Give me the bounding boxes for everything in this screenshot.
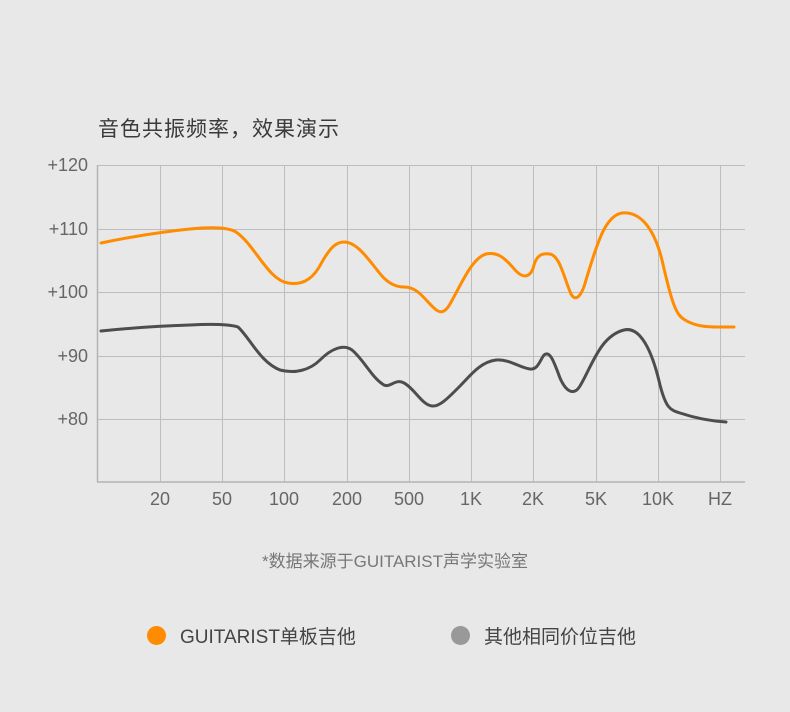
x-tick-label: 10K bbox=[641, 489, 675, 509]
y-tick-label: +110 bbox=[48, 219, 88, 239]
y-tick-label: +80 bbox=[57, 409, 88, 429]
x-tick-label: 20 bbox=[149, 489, 171, 509]
x-tick-label: HZ bbox=[708, 489, 732, 509]
x-tick-label: 500 bbox=[393, 489, 425, 509]
chart-title: 音色共振频率，效果演示 bbox=[98, 118, 340, 141]
x-tick-label: 200 bbox=[331, 489, 363, 509]
data-source-note: *数据来源于GUITARIST声学实验室 bbox=[261, 552, 529, 571]
x-tick-label: 5K bbox=[584, 489, 608, 509]
legend-item-other: 其他相同价位吉他 bbox=[451, 622, 636, 649]
orange-dot-icon bbox=[147, 626, 166, 645]
x-tick-label: 1K bbox=[459, 489, 483, 509]
y-tick-label: +120 bbox=[47, 155, 88, 175]
grid bbox=[98, 165, 745, 482]
y-tick-label: +100 bbox=[47, 282, 88, 302]
gray-dot-icon bbox=[451, 626, 470, 645]
series-line-other bbox=[99, 322, 728, 424]
series-line-guitarist bbox=[99, 211, 736, 329]
x-tick-label: 2K bbox=[521, 489, 545, 509]
x-tick-label: 100 bbox=[268, 489, 300, 509]
legend-label: 其他相同价位吉他 bbox=[484, 627, 637, 648]
x-tick-label: 50 bbox=[211, 489, 233, 509]
legend-label: GUITARIST单板吉他 bbox=[180, 627, 356, 648]
legend-item-guitarist: GUITARIST单板吉他 bbox=[147, 622, 356, 649]
y-tick-label: +90 bbox=[57, 346, 88, 366]
